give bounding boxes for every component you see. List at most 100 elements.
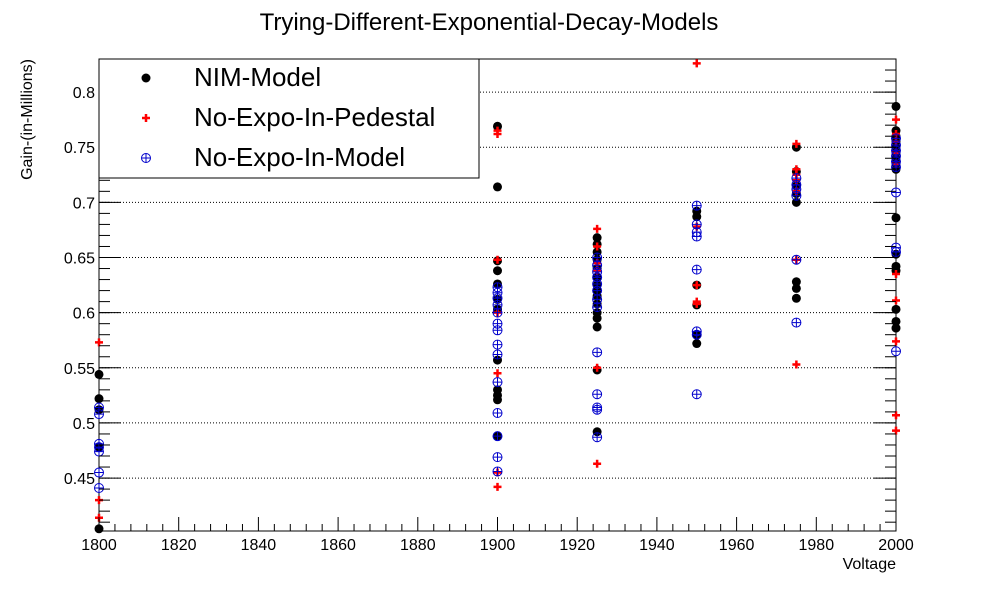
data-point [492, 349, 503, 360]
data-point [592, 285, 603, 296]
data-point [94, 394, 104, 404]
data-point [892, 296, 900, 305]
x-tick-label: 1860 [320, 537, 356, 554]
legend-label-no-expo-in-model: No-Expo-In-Model [194, 142, 405, 172]
x-tick-label: 1980 [799, 537, 835, 554]
y-tick-label: 0.7 [73, 195, 95, 212]
data-point [493, 255, 502, 264]
data-point [892, 115, 900, 124]
data-point [692, 299, 701, 308]
data-point [492, 452, 503, 463]
y-tick-label: 0.5 [73, 416, 95, 433]
data-point [791, 317, 802, 328]
x-tick-label: 1800 [81, 537, 117, 554]
data-point [492, 339, 503, 350]
y-tick-label: 0.8 [73, 85, 95, 102]
data-point [493, 395, 502, 405]
x-tick-label: 2000 [878, 537, 914, 554]
chart-title: Trying-Different-Exponential-Decay-Model… [260, 9, 719, 36]
data-point [891, 246, 901, 257]
data-point [892, 270, 900, 279]
data-point [492, 431, 503, 442]
data-point [94, 467, 104, 478]
data-point [492, 466, 503, 477]
data-point [492, 408, 503, 418]
data-point [791, 190, 802, 201]
data-point [94, 446, 104, 457]
data-point [492, 325, 503, 336]
data-point [792, 139, 801, 148]
data-point [592, 247, 602, 257]
data-point [892, 426, 900, 435]
data-point [593, 242, 602, 251]
x-tick-label: 1960 [719, 537, 755, 554]
data-point [791, 283, 801, 293]
data-point [891, 162, 901, 173]
x-tick-label: 1920 [559, 537, 595, 554]
data-point [892, 337, 900, 346]
data-point [592, 322, 602, 332]
data-point [691, 329, 702, 340]
data-point [493, 182, 502, 192]
y-tick-label: 0.45 [64, 471, 95, 488]
x-tick-label: 1880 [400, 537, 436, 554]
data-point [493, 369, 502, 378]
legend-marker [141, 153, 151, 163]
x-axis-title: Voltage [843, 556, 896, 573]
axes: 0.45 0.5 0.55 0.6 0.65 0.7 0.75 0.8 1800 1820 1840… [64, 58, 914, 554]
x-tick-label: 1840 [241, 537, 277, 554]
data-point [593, 224, 602, 233]
data-point [592, 302, 603, 313]
data-point [94, 482, 104, 493]
data-point [892, 411, 900, 420]
data-point [691, 231, 702, 242]
data-point [95, 338, 103, 347]
data-point [94, 409, 104, 420]
legend-symbols [141, 73, 151, 163]
legend-marker [142, 114, 150, 122]
data-points [94, 59, 901, 534]
legend-label-no-expo-in-pedestal: No-Expo-In-Pedestal [194, 102, 435, 132]
data-point [891, 346, 901, 357]
legend-label-nim-model: NIM-Model [194, 62, 321, 92]
data-point [593, 363, 602, 372]
data-point [493, 482, 502, 491]
data-point [493, 355, 502, 365]
data-point [691, 264, 702, 275]
data-point [593, 459, 602, 468]
data-point [94, 369, 104, 379]
data-point [492, 377, 503, 388]
legend: NIM-Model No-Expo-In-Pedestal No-Expo-In… [98, 58, 480, 179]
data-point [692, 59, 701, 68]
data-point [891, 187, 901, 198]
data-point [791, 254, 802, 265]
y-tick-label: 0.75 [64, 140, 95, 157]
data-point [592, 347, 603, 358]
data-point [891, 213, 901, 223]
data-point [791, 293, 801, 303]
data-point [592, 233, 602, 243]
data-point [592, 427, 602, 437]
data-point [891, 304, 901, 314]
y-tick-label: 0.6 [73, 306, 95, 323]
data-point [592, 404, 603, 415]
x-tick-label: 1820 [161, 537, 197, 554]
data-point [493, 121, 502, 131]
data-point [692, 339, 702, 349]
x-tick-label: 1940 [639, 537, 675, 554]
data-point [592, 313, 602, 323]
data-point [891, 101, 901, 111]
x-tick-label: 1900 [480, 537, 516, 554]
y-tick-label: 0.65 [64, 251, 95, 268]
data-point [493, 266, 502, 276]
series-2 [94, 133, 901, 493]
legend-marker [141, 73, 151, 83]
data-point [891, 323, 901, 333]
data-point [493, 129, 502, 138]
data-point [791, 277, 801, 287]
y-axis-title: Gain-(in-Millions) [19, 59, 36, 180]
data-point [592, 389, 603, 400]
data-point [691, 389, 702, 400]
data-point [592, 432, 603, 443]
